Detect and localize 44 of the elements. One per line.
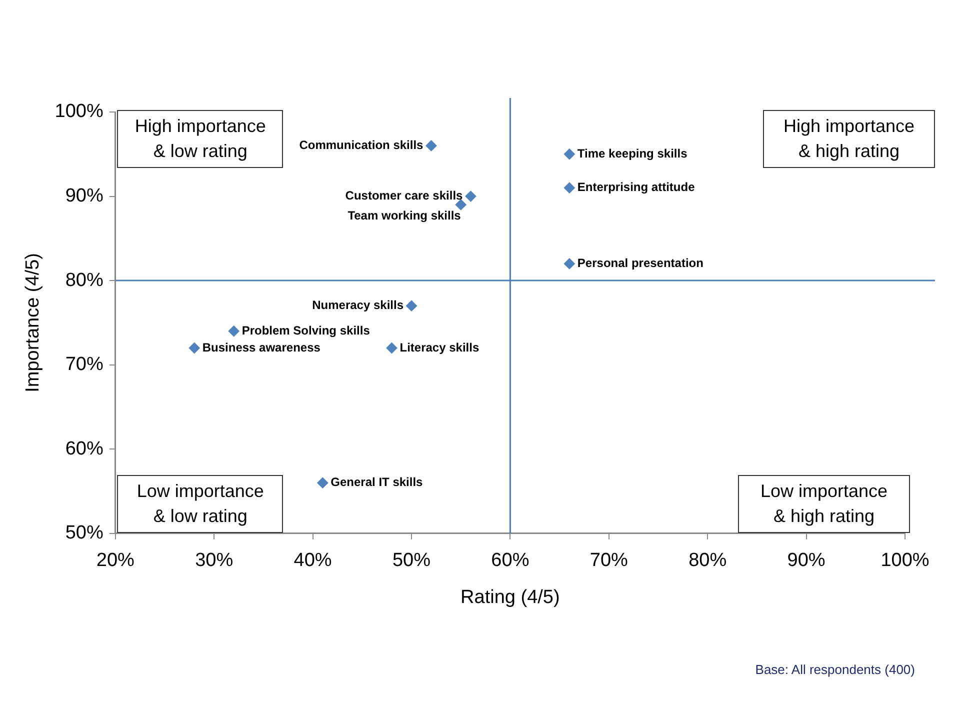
annotation: Customer care skills	[345, 188, 464, 203]
x-tick-label: 30%	[195, 550, 234, 572]
y-tick-label: 90%	[65, 186, 104, 207]
x-tick-label: 80%	[688, 550, 727, 572]
annotation: High importance & low rating	[117, 110, 284, 168]
point	[465, 190, 476, 202]
annotation: Problem Solving skills	[242, 323, 370, 338]
annotation: Time keeping skills	[577, 146, 688, 160]
point	[228, 326, 240, 337]
annotation: Enterprising attitude	[577, 180, 696, 194]
y-tick-label: 50%	[65, 522, 104, 544]
text: Base: All respondents (400)	[755, 662, 915, 677]
y-tick-label: 70%	[65, 354, 104, 376]
y-tick-label: 80%	[65, 270, 104, 291]
x-tick-label: 20%	[96, 550, 135, 572]
annotation: Low importance & high rating	[738, 475, 910, 534]
point	[455, 199, 466, 210]
y-axis-title: Importance (4/5)	[22, 252, 44, 392]
annotation: Personal presentation	[577, 256, 704, 270]
annotation: Low importance & low rating	[117, 475, 284, 534]
point	[426, 140, 437, 152]
x-axis-title: Rating (4/5)	[460, 586, 560, 608]
point	[317, 477, 328, 488]
y-tick-label: 60%	[65, 438, 104, 460]
annotation: Literacy skills	[400, 340, 480, 354]
point	[386, 342, 398, 354]
annotation: High importance & high rating	[763, 110, 935, 168]
annotation: Numeracy skills	[312, 298, 404, 312]
x-tick-label: 50%	[392, 550, 431, 572]
point	[564, 148, 575, 160]
point	[406, 300, 417, 312]
y-tick-label: 100%	[54, 101, 104, 122]
x-tick-label: 100%	[880, 550, 930, 572]
point	[564, 258, 575, 270]
x-tick-label: 90%	[787, 550, 826, 572]
x-tick-label: 70%	[590, 550, 628, 572]
annotation: General IT skills	[330, 475, 424, 490]
annotation: Business awareness	[202, 340, 321, 354]
annotation: Team working skills	[348, 208, 462, 223]
x-tick-label: 60%	[491, 550, 530, 572]
x-tick-label: 40%	[294, 550, 332, 572]
point	[564, 182, 575, 194]
annotation: Communication skills	[299, 138, 424, 152]
point	[188, 342, 200, 354]
